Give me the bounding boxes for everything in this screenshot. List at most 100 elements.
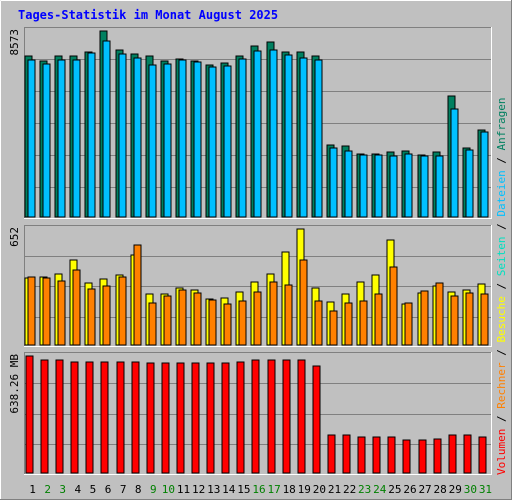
bar-dateien-day-8 <box>133 57 142 218</box>
chart-title: Tages-Statistik im Monat August 2025 <box>18 8 278 22</box>
right-legend-part-8: Dateien <box>495 170 508 216</box>
bar-dateien-day-18 <box>284 54 293 218</box>
bar-rechner-day-14 <box>223 303 232 346</box>
bar-dateien-day-30 <box>465 149 474 218</box>
x-tick-day-7: 7 <box>120 483 127 496</box>
x-tick-day-20: 20 <box>313 483 326 496</box>
bar-dateien-day-20 <box>314 59 323 218</box>
panel-visits-max-label: 652 <box>8 227 21 247</box>
bar-rechner-day-22 <box>344 302 353 346</box>
bar-dateien-day-27 <box>420 155 429 218</box>
panel-volume-max-label: 638.26 MB <box>8 354 21 414</box>
bar-rechner-day-30 <box>465 292 474 346</box>
bar-rechner-day-3 <box>57 280 66 346</box>
bar-rechner-day-18 <box>284 284 293 346</box>
bar-dateien-day-22 <box>344 150 353 218</box>
bar-dateien-day-26 <box>404 153 413 218</box>
bar-volumen-day-26 <box>402 439 411 474</box>
bar-volumen-day-23 <box>357 436 366 474</box>
bar-rechner-day-20 <box>314 300 323 346</box>
x-tick-day-18: 18 <box>283 483 296 496</box>
bar-volumen-day-20 <box>312 365 321 474</box>
x-tick-day-26: 26 <box>403 483 416 496</box>
x-tick-day-25: 25 <box>388 483 401 496</box>
bar-dateien-day-10 <box>163 63 172 218</box>
bar-rechner-day-7 <box>118 276 127 346</box>
bar-dateien-day-5 <box>87 52 96 218</box>
bar-rechner-day-2 <box>42 277 51 346</box>
bar-volumen-day-28 <box>433 438 442 474</box>
bar-volumen-day-11 <box>176 362 185 474</box>
x-tick-day-24: 24 <box>373 483 387 496</box>
bar-rechner-day-28 <box>435 282 444 346</box>
bar-dateien-day-24 <box>374 154 383 218</box>
bar-volumen-day-18 <box>282 359 291 474</box>
x-tick-day-15: 15 <box>237 483 250 496</box>
bar-dateien-day-6 <box>102 40 111 218</box>
x-tick-day-1: 1 <box>29 483 36 496</box>
panel-requests-max-label: 8573 <box>8 29 21 56</box>
x-tick-day-16: 16 <box>252 483 265 496</box>
right-legend-part-4: Besuche <box>495 296 508 342</box>
bar-dateien-day-7 <box>118 53 127 218</box>
bar-volumen-day-3 <box>55 359 64 474</box>
bar-rechner-day-27 <box>420 290 429 346</box>
x-tick-day-9: 9 <box>150 483 157 496</box>
bar-volumen-day-1 <box>25 355 34 474</box>
x-tick-day-14: 14 <box>222 483 236 496</box>
bar-volumen-day-24 <box>372 436 381 474</box>
bar-dateien-day-3 <box>57 59 66 218</box>
bar-dateien-day-16 <box>253 50 262 218</box>
panel-requests: 8573 <box>8 27 492 219</box>
bar-volumen-day-5 <box>85 361 94 474</box>
bar-volumen-day-4 <box>70 361 79 474</box>
x-tick-day-3: 3 <box>59 483 66 496</box>
bar-rechner-day-24 <box>374 293 383 346</box>
x-tick-day-23: 23 <box>358 483 371 496</box>
bar-rechner-day-26 <box>404 302 413 346</box>
bar-dateien-day-19 <box>299 57 308 218</box>
bar-volumen-day-6 <box>100 361 109 474</box>
bar-dateien-day-23 <box>359 154 368 218</box>
bar-volumen-day-8 <box>131 361 140 474</box>
bar-rechner-day-17 <box>269 281 278 346</box>
bar-dateien-day-4 <box>72 59 81 218</box>
x-tick-day-17: 17 <box>267 483 280 496</box>
bar-volumen-day-7 <box>116 361 125 474</box>
x-tick-day-13: 13 <box>207 483 220 496</box>
bar-rechner-day-9 <box>148 302 157 346</box>
bar-dateien-day-14 <box>223 65 232 218</box>
right-legend-part-3: / <box>495 343 508 363</box>
bar-dateien-day-25 <box>389 155 398 218</box>
bar-rechner-day-4 <box>72 269 81 346</box>
bar-volumen-day-9 <box>146 362 155 474</box>
bar-volumen-day-30 <box>463 434 472 474</box>
bar-dateien-day-17 <box>269 49 278 218</box>
bar-rechner-day-10 <box>163 295 172 346</box>
bar-dateien-day-12 <box>193 61 202 218</box>
right-legend-part-0: Volumen <box>495 429 508 475</box>
bar-rechner-day-31 <box>480 293 489 346</box>
bar-dateien-day-15 <box>238 58 247 218</box>
bar-volumen-day-21 <box>327 434 336 474</box>
x-tick-day-31: 31 <box>479 483 492 496</box>
bar-volumen-day-13 <box>206 362 215 474</box>
x-tick-day-5: 5 <box>90 483 97 496</box>
panel-volume: 638.26 MB <box>8 352 492 475</box>
bar-rechner-day-21 <box>329 310 338 346</box>
bar-rechner-day-23 <box>359 300 368 346</box>
bar-volumen-day-31 <box>478 436 487 474</box>
bar-volumen-day-12 <box>191 362 200 474</box>
x-tick-day-12: 12 <box>192 483 205 496</box>
bar-volumen-day-29 <box>448 434 457 474</box>
bar-dateien-day-29 <box>450 108 459 218</box>
bar-volumen-day-15 <box>236 361 245 474</box>
bar-rechner-day-6 <box>102 285 111 346</box>
bar-rechner-day-25 <box>389 266 398 346</box>
x-tick-day-2: 2 <box>44 483 51 496</box>
x-tick-day-30: 30 <box>464 483 477 496</box>
panel-visits: 652 <box>8 225 492 347</box>
x-tick-day-6: 6 <box>105 483 112 496</box>
bar-rechner-day-19 <box>299 259 308 346</box>
